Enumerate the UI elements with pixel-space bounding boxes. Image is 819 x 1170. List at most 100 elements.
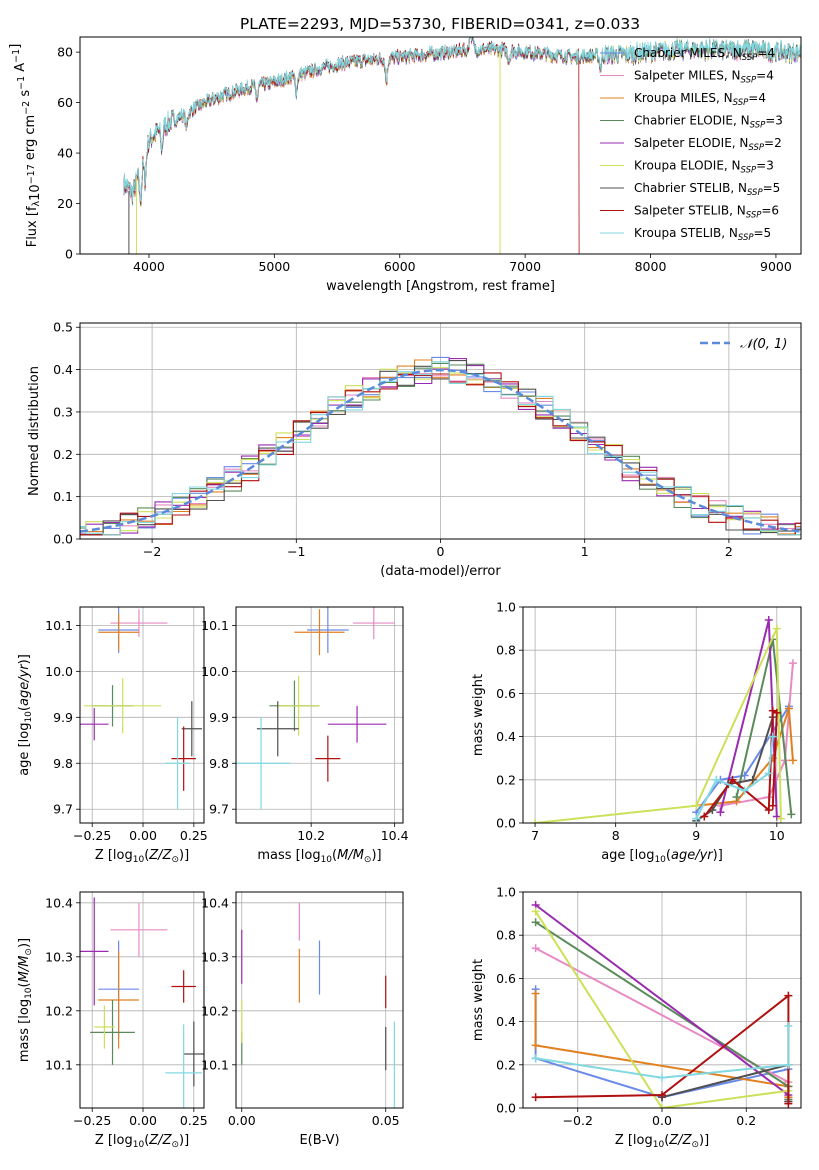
x-tick-label: 4000 — [133, 259, 165, 274]
plot-area — [531, 900, 793, 1108]
plot-area — [80, 356, 801, 536]
panel-age_vs_Z: −0.25 0.00 0.259.79.89.910.010.1Z [log10(Z… — [17, 606, 208, 865]
axis-label-part: mass [log — [17, 999, 32, 1062]
y-axis-label: age [log10(age/yr)] — [17, 654, 34, 776]
y-tick-label: 0.2 — [496, 772, 516, 787]
errorbar-kroupa-stelib — [236, 717, 291, 810]
weight-line-salpeter-elodie — [716, 615, 781, 821]
errorbar-chabrier-stelib — [181, 701, 202, 757]
y-tick-label: 0.4 — [496, 729, 516, 744]
y-axis-label-part: −1 — [11, 49, 22, 63]
x-tick-label: −2 — [143, 544, 161, 559]
y-tick-label: 9.7 — [53, 802, 73, 817]
y-axis-label-part: λ — [31, 200, 42, 206]
errorbar-chabrier-stelib — [183, 1021, 204, 1087]
x-tick-label: 0.05 — [372, 1113, 400, 1128]
errorbar-salpeter-miles — [110, 902, 168, 957]
legend-label: Chabrier MILES, NSSP=4 — [634, 46, 775, 63]
x-tick-label: −0.2 — [563, 1113, 593, 1128]
errorbar-salpeter-stelib — [171, 970, 196, 1003]
axes-frame — [79, 36, 802, 255]
x-tick-label: 0 — [437, 544, 445, 559]
errorbar-salpeter-stelib — [315, 735, 341, 782]
x-tick-label: 0.25 — [180, 828, 208, 843]
x-tick-label: 0.00 — [129, 1113, 157, 1128]
axis-label-part: Z [log — [615, 1133, 653, 1148]
errorbar-salpeter-miles — [352, 607, 395, 640]
weight-line-kroupa-stelib — [692, 732, 777, 823]
axis-label-part: 10 — [653, 1140, 665, 1150]
axis-label-part: )] — [179, 1133, 189, 1148]
plot-area — [236, 607, 395, 810]
y-axis-label: Flux [fλ10−17 erg cm−2 s−1 A−1] — [8, 44, 43, 248]
panel-age_vs_mass: 10.2 10.4 9.7 9.8 9.9 10.0 10.1 mass [log10(M/M… — [201, 606, 409, 865]
y-tick-label: 0.8 — [496, 643, 516, 658]
plot-area — [80, 897, 204, 1108]
weight-line-kroupa-stelib — [531, 1021, 793, 1082]
x-tick-label: −0.25 — [73, 828, 111, 843]
y-tick-label: 10.1 — [201, 1057, 229, 1072]
y-axis-label: mass [log10(M/M⊙)] — [17, 938, 34, 1062]
axis-label-part: age [log — [17, 723, 32, 776]
y-tick-label: 20 — [57, 196, 73, 211]
y-tick-label: 80 — [57, 45, 73, 60]
y-tick-label: 0.8 — [496, 928, 516, 943]
axis-label-part: age/yr — [17, 663, 32, 706]
x-axis-label: Z [log10(Z/Z⊙)] — [95, 1133, 189, 1150]
y-tick-label: 0.2 — [496, 1057, 516, 1072]
axes-frame — [235, 891, 404, 1109]
axis-label-part: ( — [332, 848, 337, 863]
x-tick-label: 10 — [769, 828, 785, 843]
y-axis-label-part: −1 — [16, 76, 27, 90]
y-tick-label: 9.9 — [53, 710, 73, 725]
errorbar-kroupa-elodie — [84, 678, 162, 734]
errorbar-chabrier-elodie — [90, 1000, 135, 1065]
axis-label-part: ( — [17, 706, 32, 711]
panel-weight_vs_Z: −0.2 0.0 0.2 0.0 0.2 0.4 0.6 0.8 1.0 Z [log10(Z/Z… — [471, 885, 802, 1150]
x-tick-label: −1 — [287, 544, 305, 559]
axis-label-part: ( — [666, 848, 671, 863]
y-axis-label-part: −17 — [26, 164, 37, 184]
legend-label: Salpeter STELIB, NSSP=6 — [634, 204, 779, 221]
y-tick-label: 10.2 — [45, 1003, 73, 1018]
weight-path — [534, 628, 782, 823]
y-tick-label: 0.6 — [496, 686, 516, 701]
legend-label: Kroupa ELODIE, NSSP=3 — [634, 159, 774, 176]
axis-label-part: 10 — [654, 855, 666, 865]
y-tick-label: 10.3 — [201, 949, 229, 964]
x-tick-label: 0.0 — [652, 1113, 672, 1128]
y-axis-label-part: erg cm — [23, 115, 38, 164]
plot-area — [531, 615, 797, 823]
spectrum-line-kroupa-stelib-n-ssp-5 — [123, 37, 801, 203]
errorbar-kroupa-stelib — [165, 1024, 202, 1108]
x-tick-label: 9 — [692, 828, 700, 843]
x-tick-label: 9000 — [760, 259, 792, 274]
x-tick-label: 7 — [531, 828, 539, 843]
x-tick-label: 10.2 — [297, 828, 325, 843]
y-tick-label: 0.3 — [53, 404, 73, 419]
y-tick-label: 10.4 — [201, 895, 229, 910]
y-tick-label: 0.1 — [53, 489, 73, 504]
y-tick-label: 0.2 — [53, 447, 73, 462]
axis-label-part: M/M — [337, 848, 364, 863]
x-axis-label: age [log10(age/yr)] — [601, 848, 723, 865]
axis-label-part: )] — [17, 654, 32, 664]
y-axis-label: mass weight — [471, 959, 486, 1041]
axis-label-part: 10 — [321, 855, 333, 865]
y-tick-label: 10.1 — [45, 1057, 73, 1072]
axis-label-part: )] — [17, 938, 32, 948]
axis-label-part: Z [log — [95, 848, 133, 863]
plot-area — [123, 37, 801, 254]
legend-label: 𝒩(0, 1) — [740, 337, 787, 352]
x-axis-label: wavelength [Angstrom, rest frame] — [326, 279, 555, 294]
plot-area — [80, 607, 202, 810]
plot-area — [241, 902, 395, 1108]
y-tick-label: 10.0 — [45, 664, 73, 679]
errorbar-salpeter-elodie — [80, 897, 109, 1006]
errorbar-chabrier-miles — [306, 607, 349, 653]
axis-label-part: 10 — [133, 855, 145, 865]
y-tick-label: 9.8 — [53, 756, 73, 771]
axis-label-part: ( — [17, 982, 32, 987]
